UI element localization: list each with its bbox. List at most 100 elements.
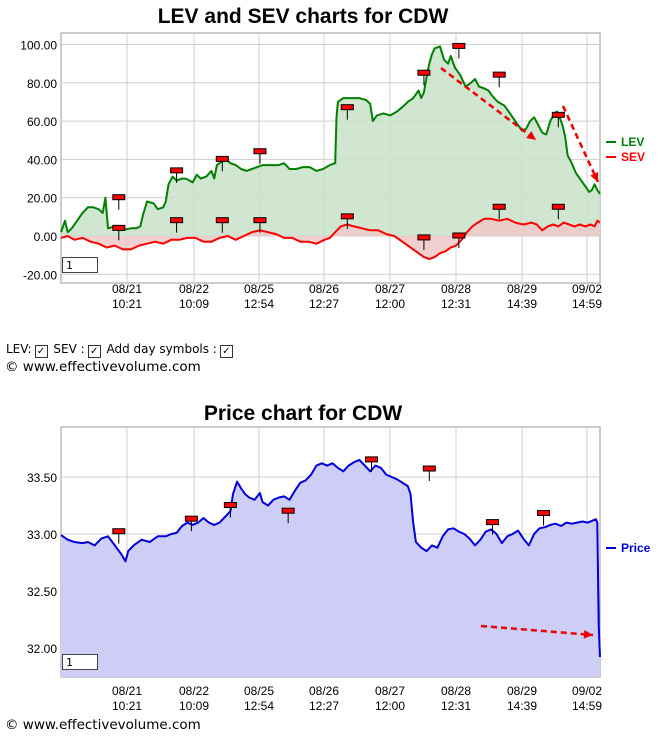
lev-line [60, 45, 601, 234]
lev-area [61, 46, 600, 237]
x-tick-date: 08/28 [441, 282, 471, 296]
sev-checkbox[interactable]: ✓ [87, 345, 101, 358]
x-tick-time: 12:31 [441, 699, 471, 713]
x-tick-date: 08/25 [244, 282, 274, 296]
x-tick-date: 08/26 [309, 684, 339, 698]
day-marker [492, 71, 506, 78]
x-tick-time: 12:27 [309, 297, 339, 311]
x-tick-date: 08/29 [507, 282, 537, 296]
x-tick-time: 10:21 [112, 297, 142, 311]
day-symbols-checkbox-label: Add day symbols : [106, 342, 217, 356]
lev-sev-chart: LEV and SEV charts for CDW 100.00 80.00 60… [20, 5, 645, 311]
legend-label: Price [621, 541, 651, 555]
copyright-top[interactable]: © www.effectivevolume.com [5, 359, 201, 375]
x-tick-time: 10:21 [112, 699, 142, 713]
day-marker [551, 111, 565, 118]
y-tick-label: 100.00 [20, 39, 57, 53]
y-tick-label: -20.00 [23, 268, 57, 282]
trend-arrow-head [590, 172, 599, 182]
trend-arrow-head [526, 131, 536, 140]
day-marker [417, 69, 431, 76]
day-marker [452, 42, 466, 49]
day-marker [215, 155, 229, 162]
day-marker [223, 502, 237, 508]
day-marker [485, 519, 499, 526]
lev-sev-day-markers [112, 42, 565, 250]
day-marker [340, 213, 354, 220]
lev-checkbox-label: LEV: [6, 342, 32, 356]
price-legend: Price [606, 541, 651, 555]
x-tick-date: 08/29 [507, 684, 537, 698]
day-marker [417, 234, 431, 241]
y-tick-label: 33.50 [27, 471, 57, 485]
price-day-markers [112, 456, 551, 544]
price-line [60, 458, 601, 658]
trend-arrow-shaft [480, 624, 594, 637]
price-area [61, 459, 600, 677]
lev-sev-trend-arrows [440, 67, 600, 183]
day-marker [364, 456, 378, 463]
y-tick-label: 80.00 [27, 77, 57, 91]
y-tick-label: 40.00 [27, 153, 57, 167]
price-chart-title: Price chart for CDW [204, 402, 403, 425]
trend-arrow-shaft [561, 105, 600, 183]
y-tick-label: 60.00 [27, 115, 57, 129]
price-trend-arrow [480, 624, 594, 639]
x-tick-time: 14:39 [507, 699, 537, 713]
y-tick-label: 32.00 [27, 642, 57, 656]
price-area [61, 459, 600, 677]
day-marker [170, 167, 184, 174]
x-tick-date: 08/21 [112, 282, 142, 296]
y-tick-label: 0.00 [34, 230, 58, 244]
lev-sev-chart-title: LEV and SEV charts for CDW [158, 5, 449, 28]
day-marker [340, 104, 354, 111]
x-tick-time: 12:54 [244, 297, 274, 311]
price-line [60, 458, 601, 658]
legend-label: LEV [621, 135, 644, 149]
day-marker [422, 465, 436, 472]
day-marker [112, 194, 126, 201]
x-tick-date: 08/26 [309, 282, 339, 296]
price-y-ticks: 33.50 33.00 32.50 32.00 [27, 471, 57, 656]
lev-sev-areas [61, 46, 600, 259]
copyright-bottom[interactable]: © www.effectivevolume.com [5, 717, 201, 733]
sev-checkbox-label: SEV : [53, 342, 85, 356]
legend-label: SEV [621, 150, 645, 164]
sev-area [61, 218, 600, 259]
x-tick-time: 14:59 [572, 297, 602, 311]
x-tick-time: 12:00 [375, 699, 405, 713]
day-marker [281, 507, 295, 514]
x-tick-date: 08/28 [441, 684, 471, 698]
y-tick-label: 33.00 [27, 528, 57, 542]
price-chart: Price chart for CDW 33.50 33.00 32.50 32.00… [27, 402, 651, 713]
x-tick-date: 08/27 [375, 684, 405, 698]
x-tick-time: 12:31 [441, 297, 471, 311]
day-marker [452, 232, 466, 239]
lev-checkbox[interactable]: ✓ [34, 345, 48, 358]
day-marker [537, 509, 551, 516]
chart-controls: LEV: ✓ SEV : ✓ Add day symbols : ✓ [6, 342, 235, 358]
x-tick-time: 12:27 [309, 699, 339, 713]
day-marker [112, 528, 126, 535]
day-marker [215, 217, 229, 224]
day-marker [492, 203, 506, 210]
x-tick-time: 14:59 [572, 699, 602, 713]
y-tick-label: 32.50 [27, 585, 57, 599]
x-tick-date: 08/21 [112, 684, 142, 698]
day-marker [253, 148, 267, 155]
x-tick-time: 10:09 [179, 699, 209, 713]
price-zoom-input[interactable]: 1 [62, 654, 98, 670]
lev-sev-lines [60, 45, 601, 260]
x-tick-date: 09/02 [572, 282, 602, 296]
x-tick-time: 12:54 [244, 699, 274, 713]
day-marker [112, 224, 126, 231]
lev-sev-zoom-input[interactable]: 1 [62, 257, 98, 273]
x-tick-date: 09/02 [572, 684, 602, 698]
x-tick-time: 10:09 [179, 297, 209, 311]
day-symbols-checkbox[interactable]: ✓ [219, 345, 233, 358]
x-tick-time: 14:39 [507, 297, 537, 311]
